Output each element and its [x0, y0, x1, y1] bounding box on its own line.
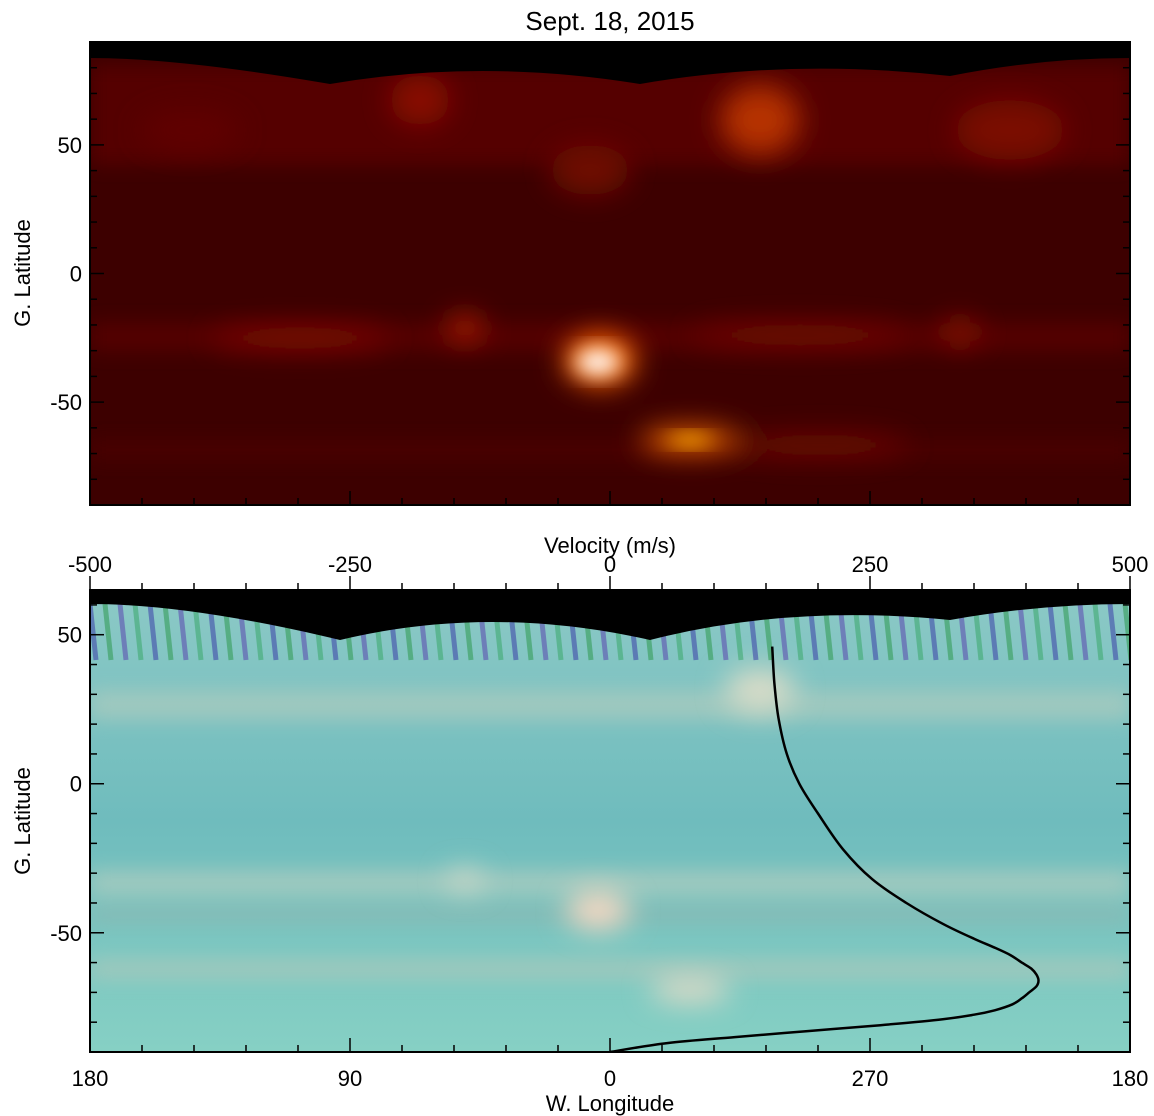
longitude-tick-label: 180 [72, 1066, 109, 1091]
thermal-map-ticks [89, 41, 1131, 506]
velocity-tick-label: 250 [852, 552, 889, 577]
visible-map-ytick-labels: -50 0 50 [50, 623, 82, 946]
limb-streak [102, 603, 114, 661]
limb-streak [132, 603, 144, 661]
limb-streak [1107, 603, 1119, 661]
thermal-ytick-label: 50 [58, 133, 82, 158]
limb-streak [1077, 603, 1089, 661]
limb-streak [1092, 603, 1104, 661]
north-band [90, 65, 1130, 165]
limb-streak [1122, 603, 1130, 661]
velocity-tick-label: -250 [328, 552, 372, 577]
hot-spot-south-core [668, 434, 712, 446]
visible-map-ticks [89, 576, 1131, 1053]
thermal-ytick-label: 0 [70, 262, 82, 287]
chart-title: Sept. 18, 2015 [525, 6, 694, 36]
hot-spot-north-c [955, 100, 1065, 160]
zonal-wind-profile-line [609, 646, 1040, 1052]
limb-streak [1017, 603, 1029, 661]
visible-map-ylabel: G. Latitude [10, 767, 35, 875]
velocity-axis-label: Velocity (m/s) [544, 533, 676, 558]
thermal-map-panel [90, 42, 1130, 505]
hot-spot-band-d [940, 320, 980, 344]
hot-spot-band-c [447, 316, 483, 340]
band-pale-3 [90, 958, 1130, 980]
longitude-tick-label: 270 [852, 1066, 889, 1091]
thermal-ytick-label: -50 [50, 390, 82, 415]
visible-ytick-label: 50 [58, 623, 82, 648]
limb-streak [162, 603, 174, 661]
thermal-map-ytick-labels: -50 0 50 [50, 133, 82, 415]
longitude-axis-label: W. Longitude [546, 1091, 674, 1116]
hot-spot-north-d [140, 110, 240, 150]
polar-band [90, 440, 1130, 460]
velocity-tick-label: 500 [1112, 552, 1149, 577]
hot-spot-north-a [390, 75, 450, 125]
limb-streak [192, 603, 204, 661]
pale-spot-north [725, 668, 795, 712]
longitude-tick-label: 0 [604, 1066, 616, 1091]
longitude-tick-label: 180 [1112, 1066, 1149, 1091]
visible-map-panel [90, 590, 1130, 1052]
limb-streak [1002, 603, 1014, 661]
pale-spot-south [650, 979, 730, 1001]
band-pale-1 [90, 690, 1130, 720]
hot-spot-main-core [576, 349, 620, 375]
hot-spot-mid-a [550, 145, 630, 195]
velocity-tick-label: -500 [68, 552, 112, 577]
longitude-tick-label: 90 [338, 1066, 362, 1091]
pale-spot-small [447, 870, 483, 890]
hot-spot-south-tail [730, 433, 910, 457]
longitude-tick-labels: 180 90 0 270 180 [72, 1066, 1149, 1091]
hot-spot-north-b [720, 85, 800, 155]
visible-map-limb-mask [90, 590, 1130, 640]
limb-streak [1032, 603, 1044, 661]
limb-streak [177, 603, 189, 661]
pale-spot-main [566, 890, 630, 930]
visible-ytick-label: 0 [70, 772, 82, 797]
limb-streak [1047, 603, 1059, 661]
thermal-map-ylabel: G. Latitude [10, 219, 35, 327]
hot-spot-band-b [690, 323, 910, 347]
velocity-tick-labels: -500 -250 0 250 500 [68, 552, 1148, 577]
velocity-tick-label: 0 [604, 552, 616, 577]
hot-spot-band-a [210, 326, 390, 350]
limb-streak [147, 603, 159, 661]
visible-ytick-label: -50 [50, 921, 82, 946]
limb-streak [117, 603, 129, 661]
limb-streak [1062, 603, 1074, 661]
